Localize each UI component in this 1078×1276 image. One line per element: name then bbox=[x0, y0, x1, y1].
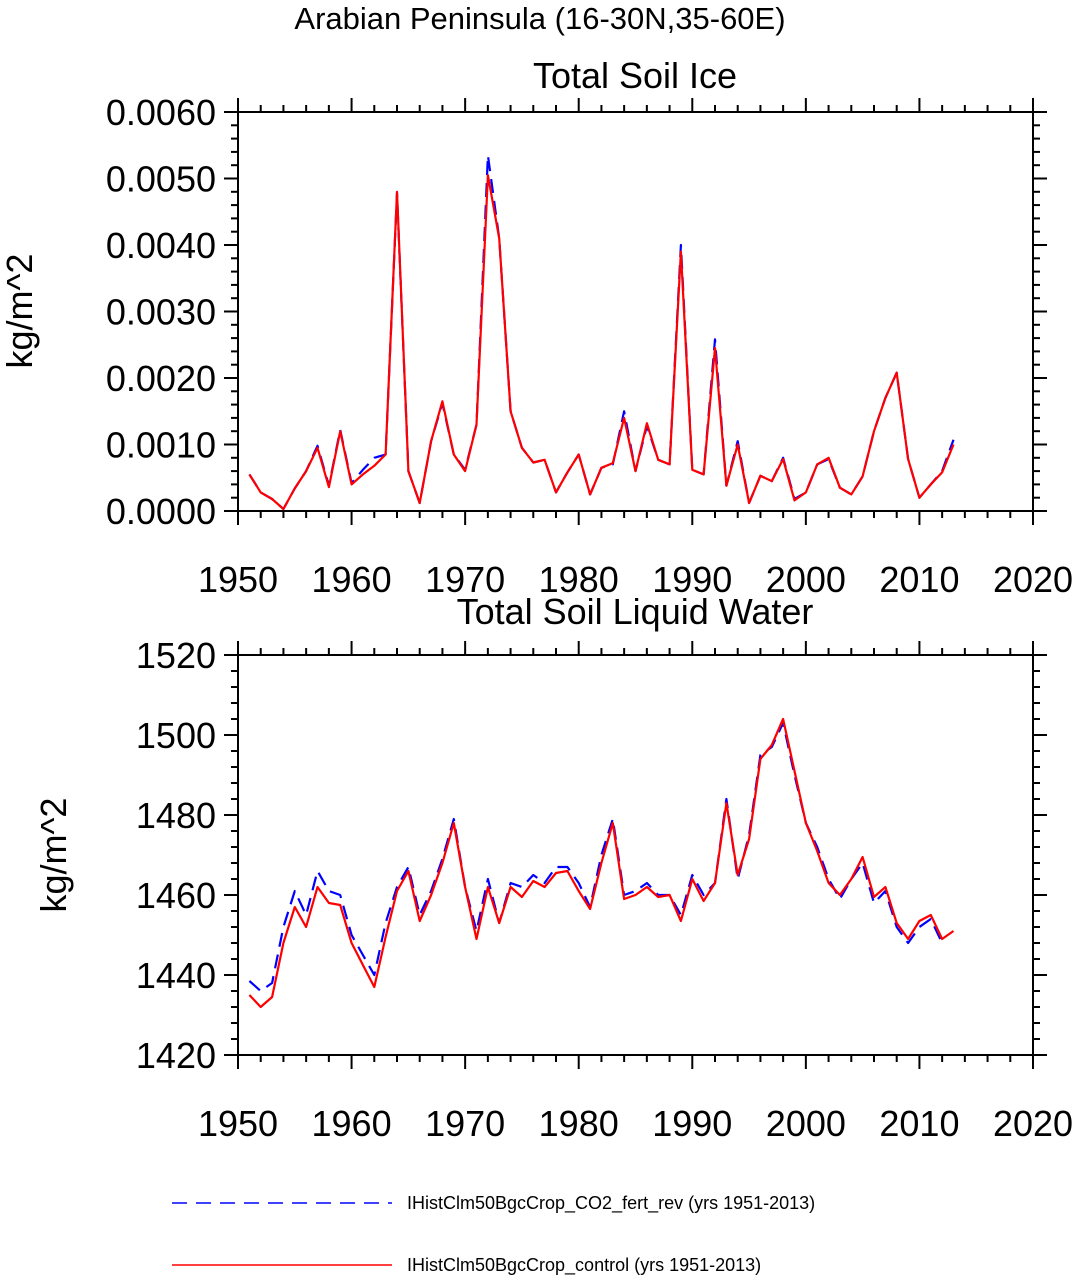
panel-title: Total Soil Ice bbox=[533, 55, 737, 96]
ticks-layer: 1950 1960 1970 1980 1990 2000 2010 2020 1420 1440… bbox=[136, 635, 1073, 1144]
y-tick-label: 0.0000 bbox=[106, 491, 216, 532]
plot-frame bbox=[237, 654, 1034, 1056]
x-tick-label: 2020 bbox=[993, 1103, 1073, 1144]
legend-item-control: IHistClm50BgcCrop_control (yrs 1951-2013… bbox=[172, 1255, 761, 1276]
x-tick-label: 1970 bbox=[425, 1103, 505, 1144]
y-tick-label: 0.0020 bbox=[106, 358, 216, 399]
legend: IHistClm50BgcCrop_CO2_fert_rev (yrs 1951… bbox=[172, 1193, 815, 1276]
y-tick-label: 0.0060 bbox=[106, 92, 216, 133]
figure-title: Arabian Peninsula (16-30N,35-60E) bbox=[294, 1, 785, 36]
y-tick-label: 1420 bbox=[136, 1035, 216, 1076]
series-line-control bbox=[248, 174, 955, 511]
legend-label: IHistClm50BgcCrop_control (yrs 1951-2013… bbox=[407, 1255, 761, 1276]
legend-label: IHistClm50BgcCrop_CO2_fert_rev (yrs 1951… bbox=[407, 1193, 815, 1214]
x-tick-label: 2010 bbox=[879, 559, 959, 600]
y-tick-label: 0.0050 bbox=[106, 159, 216, 200]
y-tick-label: 0.0030 bbox=[106, 292, 216, 333]
x-tick-label: 2000 bbox=[766, 1103, 846, 1144]
series-line-co2-fert-rev bbox=[248, 154, 955, 511]
panel-title: Total Soil Liquid Water bbox=[457, 591, 814, 632]
y-tick-label: 1520 bbox=[136, 635, 216, 676]
series-line-co2-fert-rev bbox=[248, 721, 944, 993]
series-layer bbox=[248, 717, 955, 1009]
x-tick-label: 1990 bbox=[652, 1103, 732, 1144]
x-tick-label: 1980 bbox=[539, 1103, 619, 1144]
y-tick-label: 1460 bbox=[136, 875, 216, 916]
y-axis-label: kg/m^2 bbox=[0, 254, 40, 369]
y-tick-label: 1480 bbox=[136, 795, 216, 836]
x-tick-label: 1950 bbox=[198, 559, 278, 600]
y-axis-label: kg/m^2 bbox=[33, 798, 74, 913]
x-tick-label: 1970 bbox=[425, 559, 505, 600]
x-tick-label: 2000 bbox=[766, 559, 846, 600]
plot-frame bbox=[237, 111, 1034, 512]
legend-item-co2-fert-rev: IHistClm50BgcCrop_CO2_fert_rev (yrs 1951… bbox=[172, 1193, 815, 1214]
y-tick-label: 0.0010 bbox=[106, 425, 216, 466]
y-tick-label: 1500 bbox=[136, 715, 216, 756]
y-tick-label: 0.0040 bbox=[106, 225, 216, 266]
x-tick-label: 1980 bbox=[539, 559, 619, 600]
series-layer bbox=[248, 154, 955, 511]
x-tick-label: 1960 bbox=[312, 559, 392, 600]
x-tick-label: 1950 bbox=[198, 1103, 278, 1144]
panel-total-soil-liquid-water: Total Soil Liquid Water kg/m^2 1950 1960 1… bbox=[33, 591, 1073, 1144]
panel-total-soil-ice: Total Soil Ice kg/m^2 1950 1960 1970 1980 19… bbox=[0, 55, 1073, 600]
x-tick-label: 2010 bbox=[879, 1103, 959, 1144]
series-line-control bbox=[248, 717, 955, 1009]
x-tick-label: 1960 bbox=[312, 1103, 392, 1144]
x-tick-label: 1990 bbox=[652, 559, 732, 600]
y-tick-label: 1440 bbox=[136, 955, 216, 996]
x-tick-label: 2020 bbox=[993, 559, 1073, 600]
ticks-layer: 1950 1960 1970 1980 1990 2000 2010 2020 0.0000 0.… bbox=[106, 92, 1073, 600]
